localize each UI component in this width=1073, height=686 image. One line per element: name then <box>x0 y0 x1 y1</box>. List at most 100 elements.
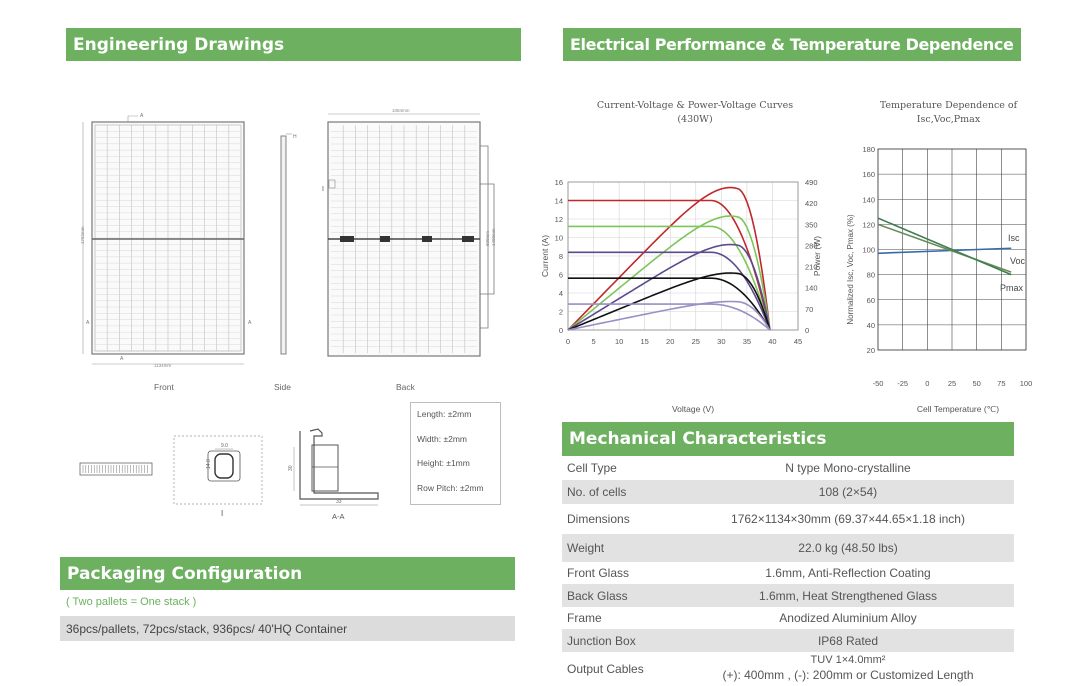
mech-row-dimensions: Dimensions 1762×1134×30mm (69.37×44.65×1… <box>562 504 1014 534</box>
mech-value: 1.6mm, Anti-Reflection Coating <box>765 566 931 580</box>
iv-current-line <box>568 303 771 331</box>
temp-y-tick-label: 140 <box>862 195 875 204</box>
temp-chart-title-text: Temperature Dependence of Isc,Voc,Pmax <box>879 100 1018 125</box>
iv-power-line <box>567 300 771 331</box>
engineering-drawings-title: Engineering Drawings <box>66 28 521 61</box>
mech-value: 1.6mm, Heat Strengthened Glass <box>758 588 938 603</box>
mech-row-back-glass: Back Glass 1.6mm, Heat Strengthened Glas… <box>562 584 1014 607</box>
iv-y2-tick-label: 0 <box>805 326 809 335</box>
mech-row-front-glass: Front Glass 1.6mm, Anti-Reflection Coati… <box>562 562 1014 584</box>
iv-power-line <box>567 243 771 331</box>
mech-value: N type Mono-crystalline <box>785 461 911 475</box>
front-height-dim: 1762mm <box>80 226 85 244</box>
mech-label: Output Cables <box>567 662 644 676</box>
mech-label: No. of cells <box>567 485 627 499</box>
iv-power-line <box>567 272 771 331</box>
section-mark-a-bottom: A <box>120 356 124 362</box>
detail-drawings: 9.0 14.0 I 30 33 A-A <box>79 428 379 521</box>
detail-aa-height: 30 <box>288 465 294 471</box>
engineering-drawing: 1762mm 1134mm A A A H A 1084mm 890mm 140… <box>80 108 496 392</box>
mech-value: TUV 1×4.0mm² <box>810 654 886 666</box>
mech-label: Cell Type <box>567 461 617 475</box>
iv-y-tick-label: 4 <box>559 289 563 298</box>
temp-series-label: Pmax <box>1000 283 1024 293</box>
mech-label: Front Glass <box>567 566 630 580</box>
mech-row-junction-box: Junction Box IP68 Rated <box>562 629 1014 652</box>
packaging-details: 36pcs/pallets, 72pcs/stack, 936pcs/ 40'H… <box>60 616 515 641</box>
iv-x-tick-label: 45 <box>794 337 802 346</box>
iv-y2-tick-label: 280 <box>805 241 818 250</box>
back-width-dim: 1084mm <box>392 108 410 113</box>
mech-label: Junction Box <box>567 633 636 648</box>
iv-plot-frame <box>567 181 799 331</box>
mech-value: Anodized Aluminium Alloy <box>779 611 917 625</box>
electrical-performance-title: Electrical Performance & Temperature Dep… <box>563 28 1021 61</box>
temp-x-tick-label: 50 <box>972 379 980 388</box>
iv-curve-chart: 0 5 10 15 20 25 30 35 40 450246810121416070140210… <box>540 178 822 414</box>
mech-value: IP68 Rated <box>817 633 879 648</box>
back-height-dim-2: 1400mm <box>491 228 496 246</box>
detail-aa-width: 33 <box>336 499 342 505</box>
temp-x-tick-label: 100 <box>1020 379 1033 388</box>
iv-y2-axis-label: Power (W) <box>812 236 822 276</box>
temp-x-axis-label: Cell Temperature (℃) <box>917 404 999 414</box>
temp-y-tick-label: 180 <box>862 145 875 154</box>
iv-y2-tick-label: 490 <box>805 178 818 187</box>
iv-y-tick-label: 10 <box>555 234 563 243</box>
temp-y-tick-label: 160 <box>862 170 875 179</box>
iv-current-line <box>568 199 771 331</box>
iv-x-tick-label: 10 <box>615 337 623 346</box>
packaging-note: ( Two pallets = One stack ) <box>66 596 197 608</box>
detail-aa-label: A-A <box>332 512 345 521</box>
iv-power-line <box>567 186 771 331</box>
iv-y-tick-label: 8 <box>559 252 563 261</box>
iv-current-line <box>568 251 771 331</box>
section-mark-a-left: A <box>86 320 90 326</box>
temp-series-label: Isc <box>1008 233 1020 243</box>
temp-series-line <box>877 247 1012 255</box>
temp-series-label: Voc <box>1010 256 1026 266</box>
iv-y-tick-label: 14 <box>555 197 563 206</box>
packaging-configuration-title: Packaging Configuration <box>60 557 515 590</box>
iv-y2-tick-label: 70 <box>805 305 813 314</box>
mech-label: Back Glass <box>567 588 628 603</box>
temp-y-tick-label: 20 <box>867 346 875 355</box>
mech-row-cell-type: Cell Type N type Mono-crystalline <box>562 456 1014 480</box>
iv-x-tick-label: 40 <box>768 337 776 346</box>
mech-value: 108 (2×54) <box>818 485 878 499</box>
mech-value: 1762×1134×30mm (69.37×44.65×1.18 inch) <box>731 512 965 526</box>
iv-x-tick-label: 15 <box>640 337 648 346</box>
iv-x-tick-label: 30 <box>717 337 725 346</box>
iv-power-line <box>567 215 771 331</box>
mech-row-weight: Weight 22.0 kg (48.50 lbs) <box>562 534 1014 562</box>
iv-y-tick-label: 6 <box>559 271 563 280</box>
side-mark-h: H <box>293 134 297 140</box>
iv-chart-title: Current-Voltage & Power-Voltage Curves (… <box>595 99 795 127</box>
temperature-dependence-chart: -50 -25 0 25 50 75 100 20 40 60 80 100 120 140 160 180 I… <box>846 145 1033 414</box>
temp-y-axis-label: Normalized Isc, Voc, Pmax (%) <box>846 214 855 325</box>
iv-y-axis-label: Current (A) <box>540 235 550 277</box>
iv-y2-tick-label: 420 <box>805 199 818 208</box>
iv-y-tick-label: 0 <box>559 326 563 335</box>
mech-label: Frame <box>567 611 602 625</box>
tolerance-height: Height: ±1mm <box>417 458 470 468</box>
temp-chart-title: Temperature Dependence of Isc,Voc,Pmax <box>866 99 1031 127</box>
iv-x-tick-label: 35 <box>743 337 751 346</box>
iv-chart-title-text: Current-Voltage & Power-Voltage Curves (… <box>596 100 794 125</box>
front-view-drawing: 1762mm 1134mm A A A <box>80 113 245 368</box>
temp-y-tick-label: 40 <box>867 321 875 330</box>
iv-y-tick-label: 12 <box>555 215 563 224</box>
mech-value: 22.0 kg (48.50 lbs) <box>798 541 898 555</box>
back-height-dim-1: 890mm <box>485 231 490 246</box>
tolerance-box: Length: ±2mm Width: ±2mm Height: ±1mm Ro… <box>410 402 501 505</box>
temp-series-line <box>877 217 1012 276</box>
side-view-drawing: H A <box>248 133 297 355</box>
mech-row-output-cables: Output Cables TUV 1×4.0mm² (+): 400mm , … <box>562 652 1014 686</box>
tolerance-row-pitch: Row Pitch: ±2mm <box>417 482 484 493</box>
mech-row-no-of-cells: No. of cells 108 (2×54) <box>562 480 1014 504</box>
mech-label: Dimensions <box>567 512 630 526</box>
iv-x-tick-label: 25 <box>692 337 700 346</box>
temp-x-tick-label: -25 <box>897 379 908 388</box>
view-label-side: Side <box>274 382 291 392</box>
temp-plot-frame <box>877 148 1027 351</box>
